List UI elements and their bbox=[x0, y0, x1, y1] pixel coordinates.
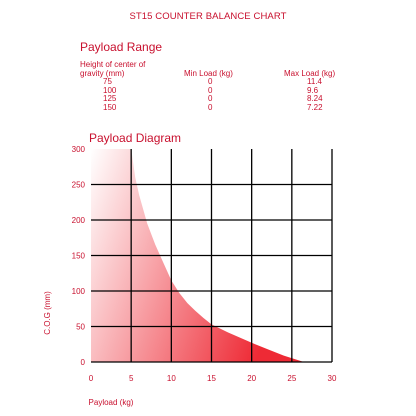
header-cog-height: Height of center of gravity (mm) bbox=[80, 60, 184, 78]
y-tick-label: 150 bbox=[72, 252, 86, 261]
payload-range-table: Height of center of gravity (mm) Min Loa… bbox=[80, 60, 344, 113]
header-cog-height-label: Height of center of gravity (mm) bbox=[80, 60, 146, 78]
x-tick-label: 15 bbox=[207, 374, 216, 383]
cog-height-cell: 100 bbox=[103, 85, 117, 95]
y-tick-label: 200 bbox=[72, 216, 86, 225]
x-axis-label: Payload (kg) bbox=[89, 398, 134, 407]
page-title: ST15 COUNTER BALANCE CHART bbox=[129, 11, 287, 22]
y-tick-label: 50 bbox=[76, 323, 85, 332]
table-row: 125 0 8.24 bbox=[80, 94, 344, 104]
diagram-title: Payload Diagram bbox=[89, 131, 182, 145]
x-axis-ticks: 0 5 10 15 20 25 30 bbox=[89, 374, 337, 383]
min-load-cell: 0 bbox=[208, 94, 213, 103]
payload-area bbox=[91, 149, 304, 362]
x-tick-label: 10 bbox=[167, 374, 176, 383]
y-tick-label: 0 bbox=[81, 358, 86, 367]
chart-grid bbox=[91, 149, 333, 363]
header-max-load: Max Load (kg) bbox=[284, 68, 336, 78]
payload-range-title: Payload Range bbox=[80, 40, 163, 54]
table-row: 75 0 11.4 bbox=[80, 77, 344, 87]
y-tick-label: 300 bbox=[72, 145, 86, 154]
max-load-cell: 8.24 bbox=[307, 94, 323, 103]
cog-height-cell: 125 bbox=[103, 94, 117, 103]
x-tick-label: 30 bbox=[328, 374, 337, 383]
x-tick-label: 5 bbox=[129, 374, 134, 383]
cog-height-cell: 75 bbox=[103, 77, 112, 86]
x-tick-label: 20 bbox=[247, 374, 256, 383]
table-header-row: Height of center of gravity (mm) Min Loa… bbox=[80, 60, 344, 78]
y-tick-label: 100 bbox=[72, 287, 86, 296]
cog-height-cell: 150 bbox=[103, 102, 117, 112]
x-tick-label: 25 bbox=[287, 374, 296, 383]
y-axis-label: C.O.G (mm) bbox=[43, 291, 52, 335]
min-load-cell: 0 bbox=[208, 102, 213, 112]
table-row: 150 0 7.22 bbox=[80, 102, 344, 113]
header-min-load: Min Load (kg) bbox=[184, 68, 233, 78]
y-tick-label: 250 bbox=[72, 181, 86, 190]
max-load-cell: 9.6 bbox=[307, 85, 319, 95]
x-tick-label: 0 bbox=[89, 374, 94, 383]
y-axis-ticks: 0 50 100 150 200 250 300 bbox=[72, 145, 86, 367]
min-load-cell: 0 bbox=[208, 77, 213, 86]
max-load-cell: 7.22 bbox=[307, 102, 323, 112]
min-load-cell: 0 bbox=[208, 85, 213, 95]
table-row: 100 0 9.6 bbox=[80, 85, 344, 96]
max-load-cell: 11.4 bbox=[307, 77, 322, 86]
